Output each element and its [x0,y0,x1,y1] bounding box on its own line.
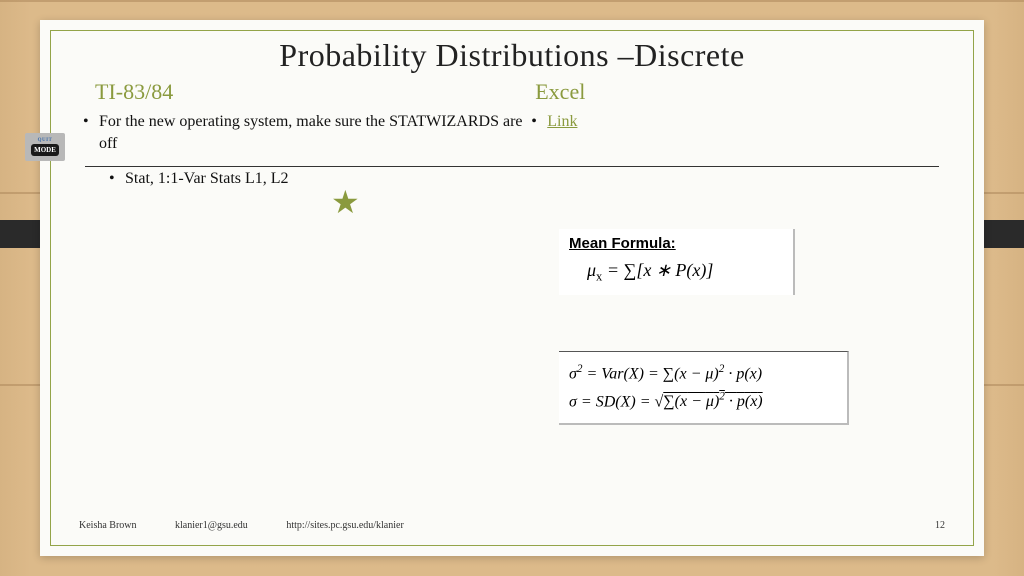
right-link-bullet: Link [529,111,943,133]
left-bullet-list: For the new operating system, make sure … [81,111,529,190]
columns-container: TI-83/84 For the new operating system, m… [81,79,943,200]
footer-page-number: 12 [935,520,945,531]
footer-url: http://sites.pc.gsu.edu/klanier [286,520,403,531]
left-column: TI-83/84 For the new operating system, m… [81,79,529,200]
slide-card: Probability Distributions –Discrete QUIT… [40,20,984,556]
right-bullet-list: Link [529,111,943,133]
horizontal-divider [85,166,939,167]
mode-key-button-label: MODE [31,144,59,156]
mean-formula-expression: μx = ∑[x ∗ P(x)] [569,260,783,285]
slide-title: Probability Distributions –Discrete [51,37,973,74]
left-bullet-2: Stat, 1:1-Var Stats L1, L2 [107,168,529,190]
slide-footer: Keisha Brown klanier1@gsu.edu http://sit… [79,520,945,531]
variance-formula-box: σ2 = Var(X) = ∑(x − μ)2 · p(x) σ = SD(X)… [559,351,849,425]
mode-key-icon: QUIT MODE [25,133,65,161]
right-column: Excel Link [529,79,943,200]
footer-email: klanier1@gsu.edu [175,520,248,531]
mean-formula-box: Mean Formula: μx = ∑[x ∗ P(x)] [559,229,795,295]
star-icon: ★ [331,186,360,218]
footer-author: Keisha Brown [79,520,137,531]
slide-inner-border: Probability Distributions –Discrete QUIT… [50,30,974,546]
mode-key-top-label: QUIT [38,138,53,143]
left-column-heading: TI-83/84 [95,79,529,105]
mean-formula-title: Mean Formula: [569,235,783,252]
right-column-heading: Excel [535,79,943,105]
variance-formula-line1: σ2 = Var(X) = ∑(x − μ)2 · p(x) [569,360,837,388]
footer-left: Keisha Brown klanier1@gsu.edu http://sit… [79,520,440,531]
sd-formula-line2: σ = SD(X) = √∑(x − μ)2 · p(x) [569,388,837,416]
left-bullet-1: For the new operating system, make sure … [81,111,529,154]
excel-link[interactable]: Link [547,113,577,130]
